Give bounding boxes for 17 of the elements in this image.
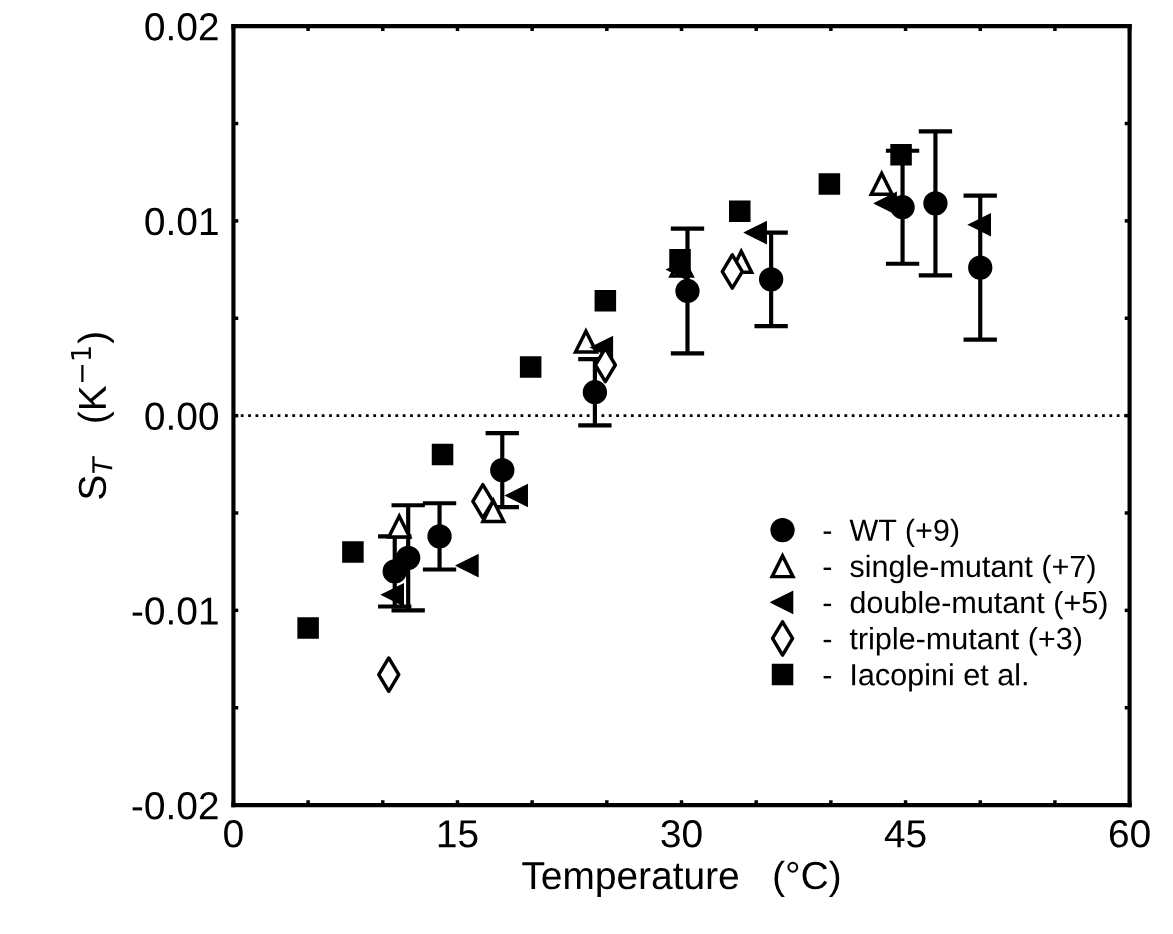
- x-tick-label: 60: [1109, 820, 1150, 848]
- y-tick-label: -0.02: [132, 792, 218, 820]
- x-tick-label: 0: [224, 820, 243, 848]
- x-tick-label: 30: [661, 820, 702, 848]
- legend-label: - WT (+9): [823, 518, 959, 548]
- x-tick-label: 15: [438, 820, 478, 848]
- x-tick-label: 45: [884, 820, 926, 848]
- y-tick-label: 0.02: [145, 13, 218, 41]
- y-tick-label: -0.01: [132, 597, 218, 625]
- legend-label: - Iacopini et al.: [823, 663, 1027, 692]
- legend-label: - triple-mutant (+3): [823, 627, 1082, 656]
- y-tick-label: 0.00: [145, 402, 219, 431]
- y-tick-label: 0.01: [145, 207, 218, 236]
- x-axis-title: Temperature (°C): [522, 860, 840, 898]
- legend-label: - double-mutant (+5): [823, 590, 1107, 620]
- legend-label: - single-mutant (+7): [823, 554, 1095, 584]
- text: S$_{T}$ (K$^{−1}$): [71, 333, 114, 499]
